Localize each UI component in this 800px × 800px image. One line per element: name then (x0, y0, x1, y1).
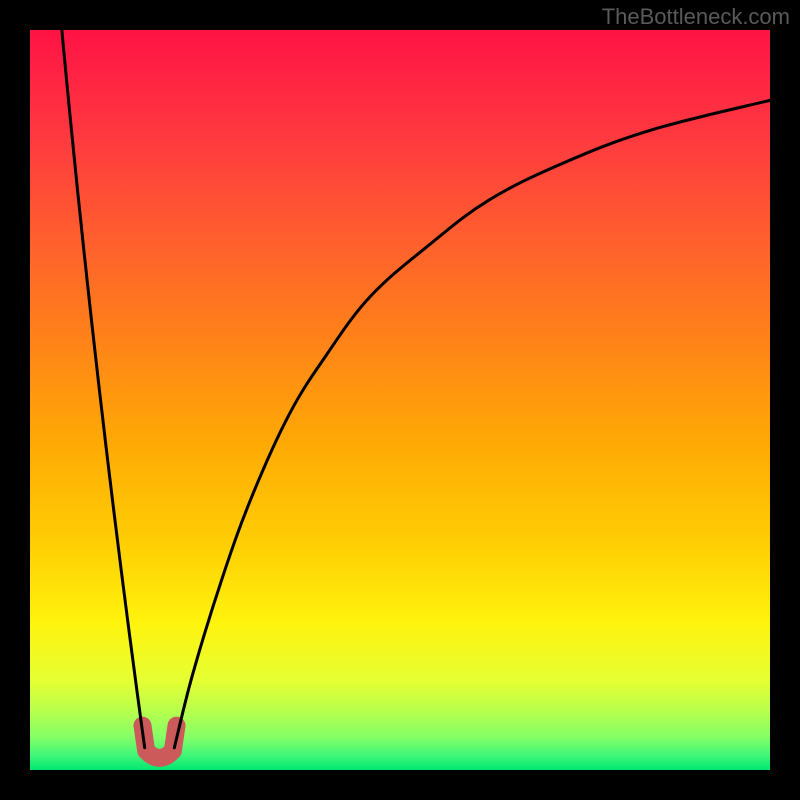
chart-container: TheBottleneck.com (0, 0, 800, 800)
bottleneck-chart (0, 0, 800, 800)
gradient-background (30, 30, 770, 770)
watermark-text: TheBottleneck.com (602, 4, 790, 30)
